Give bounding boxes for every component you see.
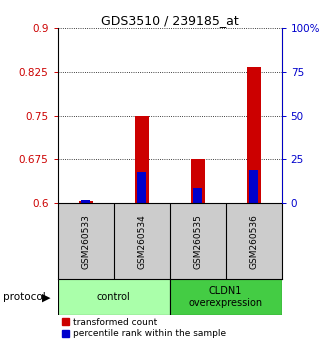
- Text: GSM260535: GSM260535: [193, 214, 202, 269]
- Bar: [81, 200, 90, 203]
- Text: CLDN1
overexpression: CLDN1 overexpression: [188, 286, 263, 308]
- Bar: [135, 116, 148, 203]
- Bar: [193, 188, 202, 203]
- Bar: [249, 170, 258, 203]
- Text: GSM260533: GSM260533: [81, 214, 90, 269]
- Text: protocol: protocol: [3, 292, 46, 302]
- Text: GSM260536: GSM260536: [249, 214, 258, 269]
- Bar: [58, 279, 170, 315]
- Text: GSM260534: GSM260534: [137, 214, 146, 269]
- Title: GDS3510 / 239185_at: GDS3510 / 239185_at: [101, 14, 238, 27]
- Bar: [170, 279, 282, 315]
- Text: ▶: ▶: [42, 292, 51, 302]
- Text: control: control: [97, 292, 131, 302]
- Bar: [79, 201, 92, 203]
- Legend: transformed count, percentile rank within the sample: transformed count, percentile rank withi…: [62, 318, 226, 338]
- Bar: [247, 67, 260, 203]
- Bar: [137, 172, 146, 203]
- Bar: [191, 159, 204, 203]
